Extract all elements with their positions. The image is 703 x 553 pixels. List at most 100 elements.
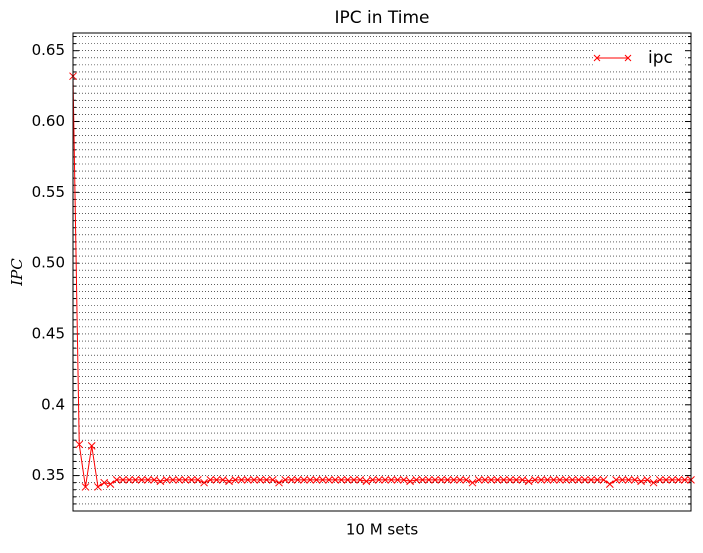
marker	[250, 475, 258, 484]
marker	[131, 475, 140, 484]
marker	[655, 475, 664, 484]
marker	[481, 475, 489, 484]
marker	[393, 475, 402, 484]
marker	[668, 475, 677, 484]
marker	[518, 475, 527, 484]
marker	[568, 475, 577, 484]
marker	[449, 475, 458, 484]
chart-title: IPC in Time	[334, 8, 429, 28]
marker	[605, 480, 614, 488]
marker	[531, 475, 539, 484]
plot-frame	[72, 32, 692, 512]
marker	[275, 478, 283, 487]
marker	[581, 475, 589, 484]
marker	[549, 475, 558, 484]
marker	[487, 475, 496, 484]
marker	[150, 475, 159, 484]
marker	[94, 483, 102, 491]
marker	[612, 475, 620, 484]
marker	[231, 475, 240, 484]
marker	[437, 475, 446, 484]
y-tick-label: 0.65	[32, 41, 65, 59]
y-tick-label: 0.60	[32, 112, 65, 130]
marker	[637, 477, 645, 486]
marker	[624, 475, 633, 484]
marker	[368, 475, 377, 484]
marker	[287, 475, 296, 484]
marker	[387, 475, 396, 484]
marker	[599, 475, 608, 484]
marker	[350, 475, 358, 484]
marker	[237, 475, 246, 484]
marker	[418, 475, 427, 484]
marker	[262, 475, 271, 484]
marker	[169, 475, 177, 484]
marker	[300, 475, 308, 484]
marker	[112, 475, 121, 484]
marker	[468, 478, 477, 487]
marker	[662, 475, 670, 484]
marker	[243, 475, 252, 484]
marker	[125, 475, 134, 484]
marker	[144, 475, 152, 484]
marker	[187, 475, 196, 484]
marker	[100, 478, 109, 487]
marker	[512, 475, 521, 484]
marker	[193, 475, 202, 484]
marker	[593, 475, 602, 484]
marker	[499, 475, 508, 484]
marker	[680, 475, 689, 484]
marker	[506, 475, 514, 484]
series-line	[72, 76, 691, 488]
y-tick-label: 0.45	[32, 324, 65, 342]
marker	[356, 475, 365, 484]
marker	[306, 475, 315, 484]
marker	[362, 477, 371, 486]
marker	[137, 475, 146, 484]
marker	[312, 475, 321, 484]
marker	[424, 475, 433, 484]
marker	[218, 475, 227, 484]
marker	[206, 475, 215, 484]
legend-marker	[593, 54, 601, 62]
y-axis-label: IPC	[8, 258, 26, 287]
y-tick-label: 0.35	[32, 466, 65, 484]
marker	[399, 475, 408, 484]
marker	[75, 440, 84, 449]
marker	[156, 477, 165, 486]
marker	[630, 475, 639, 484]
y-tick-label: 0.4	[41, 395, 65, 413]
marker	[375, 475, 383, 484]
marker	[493, 475, 502, 484]
marker	[281, 475, 290, 484]
marker	[537, 475, 546, 484]
marker	[212, 475, 221, 484]
marker	[162, 475, 171, 484]
marker	[106, 480, 115, 488]
marker	[268, 475, 277, 484]
marker	[524, 477, 533, 486]
marker	[618, 475, 627, 484]
marker	[81, 483, 90, 491]
marker	[225, 477, 233, 486]
marker	[87, 441, 96, 450]
marker	[175, 475, 183, 484]
marker	[200, 478, 208, 487]
marker	[325, 475, 333, 484]
marker	[562, 475, 571, 484]
marker	[412, 475, 421, 484]
marker	[406, 477, 414, 486]
marker	[574, 475, 583, 484]
marker	[556, 475, 564, 484]
y-tick-label: 0.50	[32, 254, 65, 272]
marker	[381, 475, 389, 484]
marker	[293, 475, 302, 484]
marker	[343, 475, 352, 484]
marker	[587, 475, 595, 484]
x-axis-label: 10 M sets	[346, 521, 418, 539]
marker	[456, 475, 464, 484]
marker	[643, 475, 652, 484]
y-tick-label: 0.55	[32, 183, 65, 201]
